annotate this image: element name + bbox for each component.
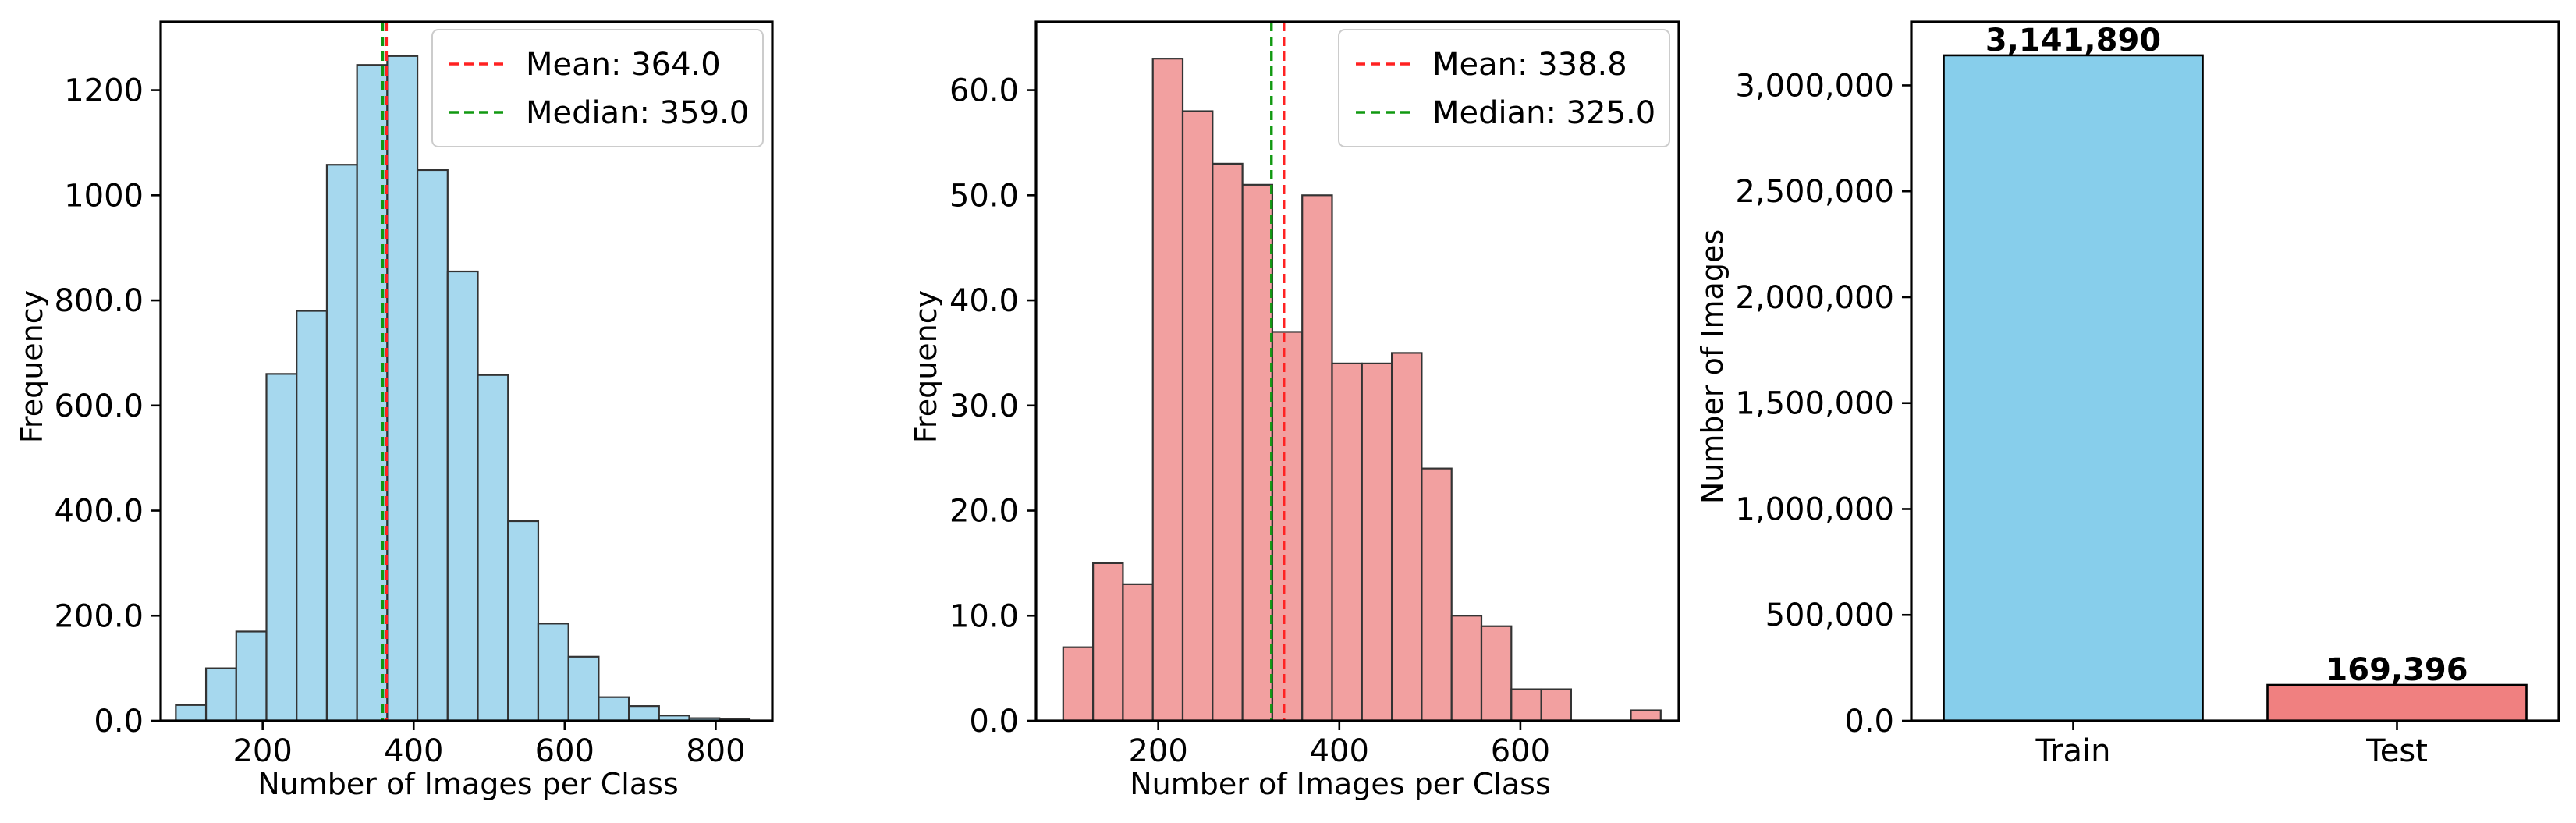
test-hist-legend-box	[1338, 29, 1670, 147]
test-histogram-xlabel: Number of Images per Class	[1130, 767, 1551, 801]
train-hist-plot-frame	[159, 20, 774, 722]
test-hist-xtick-label: 400	[1310, 733, 1369, 769]
train-hist-ytick-label: 1200	[64, 73, 144, 109]
test-hist-xtick-label: 600	[1491, 733, 1550, 769]
test-hist-bin-bar	[1241, 183, 1274, 722]
train-hist-bin-bar	[296, 310, 328, 722]
train-hist-bin-bar	[446, 270, 479, 722]
train-hist-bin-bar	[386, 55, 419, 722]
train-hist-ytick-label: 200.0	[54, 598, 144, 634]
train-hist-ytick-label: 600.0	[54, 388, 144, 424]
split-ytick-label: 2,000,000	[1735, 280, 1894, 316]
test-hist-ytick-label: 40.0	[949, 283, 1019, 319]
train-hist-xtick-label: 800	[686, 733, 745, 769]
test-hist-ytick-label: 30.0	[949, 388, 1019, 424]
test-hist-bin-bar	[1151, 58, 1184, 722]
split-ytick-label: 2,500,000	[1735, 174, 1894, 210]
test-histogram-ylabel: Frequency	[909, 290, 943, 443]
train-hist-bin-bar	[265, 373, 298, 722]
test-hist-bin-bar	[1540, 688, 1572, 722]
train-hist-bin-bar	[204, 667, 237, 722]
train-histogram-xlabel: Number of Images per Class	[257, 767, 679, 801]
split-totals-panel: 3,141,890 Train 169,396 Test 0.0 500,000 1,000…	[1735, 20, 2560, 769]
test-hist-bin-bar	[1630, 709, 1662, 722]
split-ytick-label: 0.0	[1844, 704, 1894, 740]
train-hist-xtick-label: 200	[232, 733, 292, 769]
train-hist-legend-box	[431, 29, 764, 147]
train-hist-legend-median-label: Median: 359.0	[526, 95, 749, 131]
test-hist-bin-bar	[1271, 331, 1304, 722]
split-bar-test	[2266, 683, 2528, 722]
split-xtick-label: Test	[2365, 733, 2428, 769]
test-hist-ytick-label: 50.0	[949, 178, 1019, 214]
test-hist-bin-bar	[1181, 110, 1214, 722]
train-hist-bin-bar	[598, 696, 630, 722]
train-hist-ytick-label: 400.0	[54, 494, 144, 530]
test-hist-ytick-label: 20.0	[949, 494, 1019, 530]
test-hist-bin-bar	[1361, 362, 1393, 722]
train-histogram-ylabel: Frequency	[15, 290, 49, 443]
train-hist-ytick-label: 0.0	[94, 704, 144, 740]
test-hist-bin-bar	[1212, 162, 1244, 722]
test-hist-ytick-label: 10.0	[949, 598, 1019, 634]
test-hist-legend-mean-label: Mean: 338.8	[1432, 47, 1627, 83]
test-hist-bin-bar	[1062, 646, 1095, 722]
test-hist-bin-bar	[1301, 194, 1333, 722]
test-hist-bin-bar	[1450, 615, 1483, 722]
test-hist-bin-bar	[1421, 467, 1453, 722]
split-ytick-label: 1,000,000	[1735, 491, 1894, 527]
test-hist-bin-bar	[1122, 583, 1154, 722]
split-xtick-label: Train	[2035, 733, 2111, 769]
split-ytick-label: 500,000	[1765, 598, 1894, 633]
split-totals-ylabel: Number of Images	[1695, 229, 1730, 504]
test-hist-ytick-label: 60.0	[949, 73, 1019, 109]
test-hist-plot-frame	[1034, 20, 1680, 722]
split-plot-frame	[1910, 20, 2560, 722]
train-hist-xtick-label: 600	[535, 733, 594, 769]
test-hist-xtick-label: 200	[1128, 733, 1187, 769]
train-hist-bin-bar	[416, 169, 449, 722]
test-hist-legend-median-label: Median: 325.0	[1432, 95, 1655, 131]
test-hist-bin-bar	[1510, 688, 1542, 722]
train-hist-bin-bar	[537, 623, 569, 722]
train-hist-bin-bar	[175, 704, 208, 722]
train-hist-ytick-label: 1000	[64, 178, 144, 214]
train-hist-bin-bar	[477, 374, 509, 722]
train-hist-bin-bar	[325, 164, 358, 722]
test-hist-bin-bar	[1331, 362, 1363, 722]
test-hist-ytick-label: 0.0	[969, 704, 1019, 740]
test-hist-bin-bar	[1092, 562, 1124, 722]
test-hist-bin-bar	[1480, 625, 1513, 722]
train-hist-bin-bar	[567, 655, 600, 722]
split-ytick-label: 1,500,000	[1735, 386, 1894, 422]
train-hist-bin-bar	[507, 520, 540, 722]
test-hist-bin-bar	[1391, 352, 1423, 722]
train-hist-ytick-label: 800.0	[54, 283, 144, 319]
split-bar-train	[1943, 54, 2204, 722]
train-hist-bin-bar	[627, 705, 660, 722]
train-hist-xtick-label: 400	[384, 733, 443, 769]
split-ytick-label: 3,000,000	[1735, 68, 1894, 104]
train-histogram-panel: 200 400 600 800 0.0 200.0 400.0 600.0 800.0 1000 1…	[54, 20, 774, 769]
train-hist-legend-mean-label: Mean: 364.0	[526, 47, 721, 83]
test-histogram-panel: 200 400 600 0.0 10.0 20.0 30.0 40.0 50.0 60.0 Mean…	[949, 20, 1680, 769]
train-hist-bin-bar	[235, 630, 268, 722]
split-bar-value-label: 3,141,890	[1985, 23, 2161, 59]
split-bar-value-label: 169,396	[2326, 652, 2468, 688]
